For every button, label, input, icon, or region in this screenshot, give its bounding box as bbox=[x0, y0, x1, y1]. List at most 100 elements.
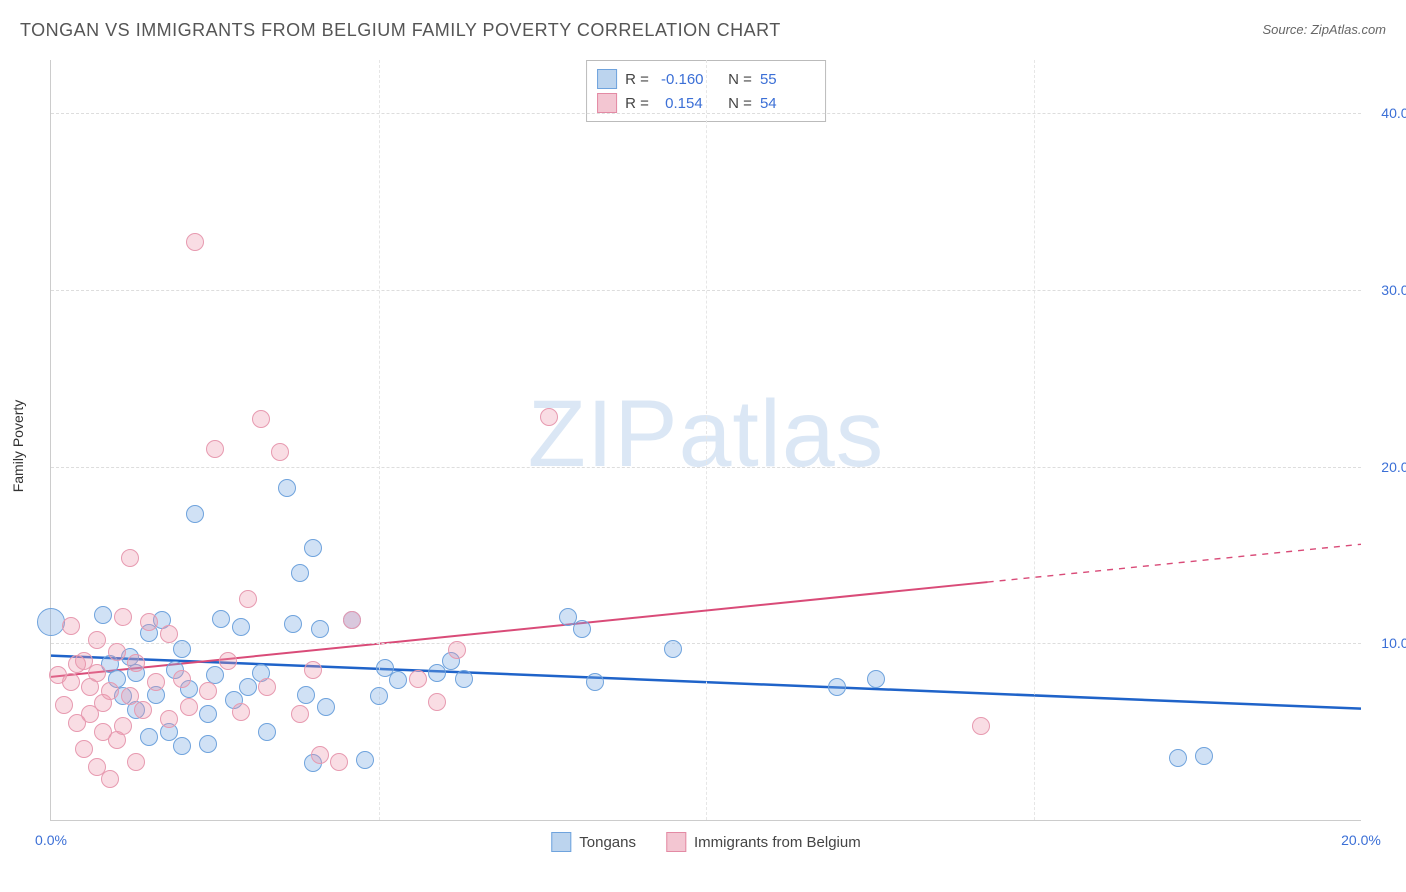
source-attribution: Source: ZipAtlas.com bbox=[1262, 22, 1386, 37]
n-label: N = bbox=[720, 95, 752, 112]
n-label: N = bbox=[720, 71, 752, 88]
scatter-point bbox=[199, 705, 217, 723]
legend-swatch bbox=[666, 832, 686, 852]
series-legend: Tongans Immigrants from Belgium bbox=[551, 832, 860, 852]
scatter-point bbox=[291, 705, 309, 723]
scatter-point bbox=[134, 701, 152, 719]
scatter-point bbox=[101, 770, 119, 788]
scatter-point bbox=[160, 625, 178, 643]
r-value: 0.154 bbox=[657, 95, 712, 112]
scatter-point bbox=[455, 670, 473, 688]
scatter-point bbox=[291, 564, 309, 582]
y-tick-label: 40.0% bbox=[1381, 105, 1406, 121]
scatter-point bbox=[573, 620, 591, 638]
scatter-point bbox=[173, 737, 191, 755]
scatter-point bbox=[199, 682, 217, 700]
scatter-point bbox=[311, 620, 329, 638]
watermark-light: atlas bbox=[679, 381, 885, 487]
chart-plot-area: ZIPatlas R = -0.160 N = 55 R = 0.154 N = 54… bbox=[50, 60, 1361, 821]
scatter-point bbox=[212, 610, 230, 628]
scatter-point bbox=[108, 643, 126, 661]
scatter-point bbox=[428, 693, 446, 711]
scatter-point bbox=[55, 696, 73, 714]
scatter-point bbox=[271, 443, 289, 461]
scatter-point bbox=[239, 678, 257, 696]
scatter-point bbox=[409, 670, 427, 688]
scatter-point bbox=[828, 678, 846, 696]
scatter-point bbox=[121, 549, 139, 567]
chart-title: TONGAN VS IMMIGRANTS FROM BELGIUM FAMILY… bbox=[20, 20, 781, 41]
legend-swatch bbox=[597, 93, 617, 113]
y-axis-label: Family Poverty bbox=[10, 400, 26, 493]
legend-label: Immigrants from Belgium bbox=[694, 834, 861, 851]
scatter-point bbox=[311, 746, 329, 764]
legend-swatch bbox=[551, 832, 571, 852]
scatter-point bbox=[88, 664, 106, 682]
legend-item: Immigrants from Belgium bbox=[666, 832, 861, 852]
legend-label: Tongans bbox=[579, 834, 636, 851]
scatter-point bbox=[140, 613, 158, 631]
gridline-vertical bbox=[379, 60, 380, 820]
scatter-point bbox=[258, 723, 276, 741]
scatter-point bbox=[114, 717, 132, 735]
scatter-point bbox=[173, 640, 191, 658]
scatter-point bbox=[284, 615, 302, 633]
scatter-point bbox=[330, 753, 348, 771]
scatter-point bbox=[540, 408, 558, 426]
scatter-point bbox=[356, 751, 374, 769]
trend-line-dashed bbox=[988, 544, 1361, 582]
y-tick-label: 30.0% bbox=[1381, 282, 1406, 298]
scatter-point bbox=[317, 698, 335, 716]
n-value: 54 bbox=[760, 95, 815, 112]
y-tick-label: 10.0% bbox=[1381, 635, 1406, 651]
x-tick-label: 0.0% bbox=[35, 832, 67, 848]
scatter-point bbox=[586, 673, 604, 691]
r-label: R = bbox=[625, 95, 649, 112]
scatter-point bbox=[186, 233, 204, 251]
x-tick-label: 20.0% bbox=[1341, 832, 1381, 848]
scatter-point bbox=[1169, 749, 1187, 767]
scatter-point bbox=[75, 740, 93, 758]
scatter-point bbox=[448, 641, 466, 659]
trend-line bbox=[51, 582, 988, 677]
scatter-point bbox=[232, 618, 250, 636]
scatter-point bbox=[304, 661, 322, 679]
scatter-point bbox=[389, 671, 407, 689]
scatter-point bbox=[972, 717, 990, 735]
scatter-point bbox=[160, 710, 178, 728]
scatter-point bbox=[114, 608, 132, 626]
scatter-point bbox=[239, 590, 257, 608]
r-value: -0.160 bbox=[657, 71, 712, 88]
legend-item: Tongans bbox=[551, 832, 636, 852]
scatter-point bbox=[62, 673, 80, 691]
scatter-point bbox=[127, 654, 145, 672]
scatter-point bbox=[370, 687, 388, 705]
scatter-point bbox=[180, 698, 198, 716]
scatter-point bbox=[304, 539, 322, 557]
scatter-point bbox=[232, 703, 250, 721]
scatter-point bbox=[343, 611, 361, 629]
watermark-bold: ZIP bbox=[528, 381, 679, 487]
scatter-point bbox=[88, 631, 106, 649]
n-value: 55 bbox=[760, 71, 815, 88]
scatter-point bbox=[258, 678, 276, 696]
scatter-point bbox=[62, 617, 80, 635]
scatter-point bbox=[252, 410, 270, 428]
scatter-point bbox=[219, 652, 237, 670]
y-tick-label: 20.0% bbox=[1381, 459, 1406, 475]
scatter-point bbox=[37, 608, 65, 636]
gridline-vertical bbox=[706, 60, 707, 820]
scatter-point bbox=[664, 640, 682, 658]
scatter-point bbox=[127, 753, 145, 771]
scatter-point bbox=[297, 686, 315, 704]
scatter-point bbox=[186, 505, 204, 523]
scatter-point bbox=[1195, 747, 1213, 765]
scatter-point bbox=[173, 670, 191, 688]
legend-swatch bbox=[597, 69, 617, 89]
r-label: R = bbox=[625, 71, 649, 88]
scatter-point bbox=[101, 682, 119, 700]
scatter-point bbox=[278, 479, 296, 497]
scatter-point bbox=[94, 606, 112, 624]
scatter-point bbox=[199, 735, 217, 753]
scatter-point bbox=[206, 440, 224, 458]
